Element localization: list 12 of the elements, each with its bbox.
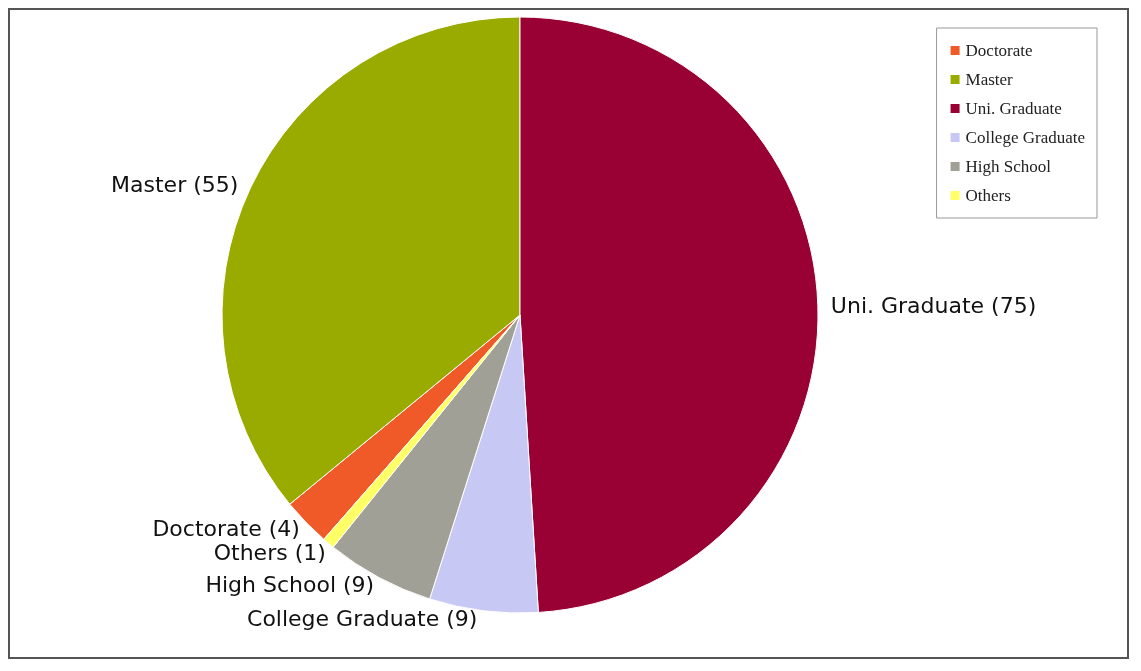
- legend-label: Uni. Graduate: [965, 99, 1062, 118]
- category-label: Uni. Graduate (75): [830, 293, 1037, 319]
- category-label: College Graduate (9): [247, 606, 478, 632]
- legend-label: Others: [965, 186, 1011, 205]
- category-label: Master (55): [111, 171, 239, 197]
- legend-label: College Graduate: [965, 128, 1086, 147]
- legend-label: High School: [965, 157, 1052, 176]
- legend-label: Master: [965, 70, 1014, 89]
- legend-label: Doctorate: [965, 41, 1033, 60]
- category-label: Doctorate (4): [152, 515, 300, 541]
- category-label: Others (1): [213, 539, 326, 565]
- category-label: High School (9): [205, 572, 375, 598]
